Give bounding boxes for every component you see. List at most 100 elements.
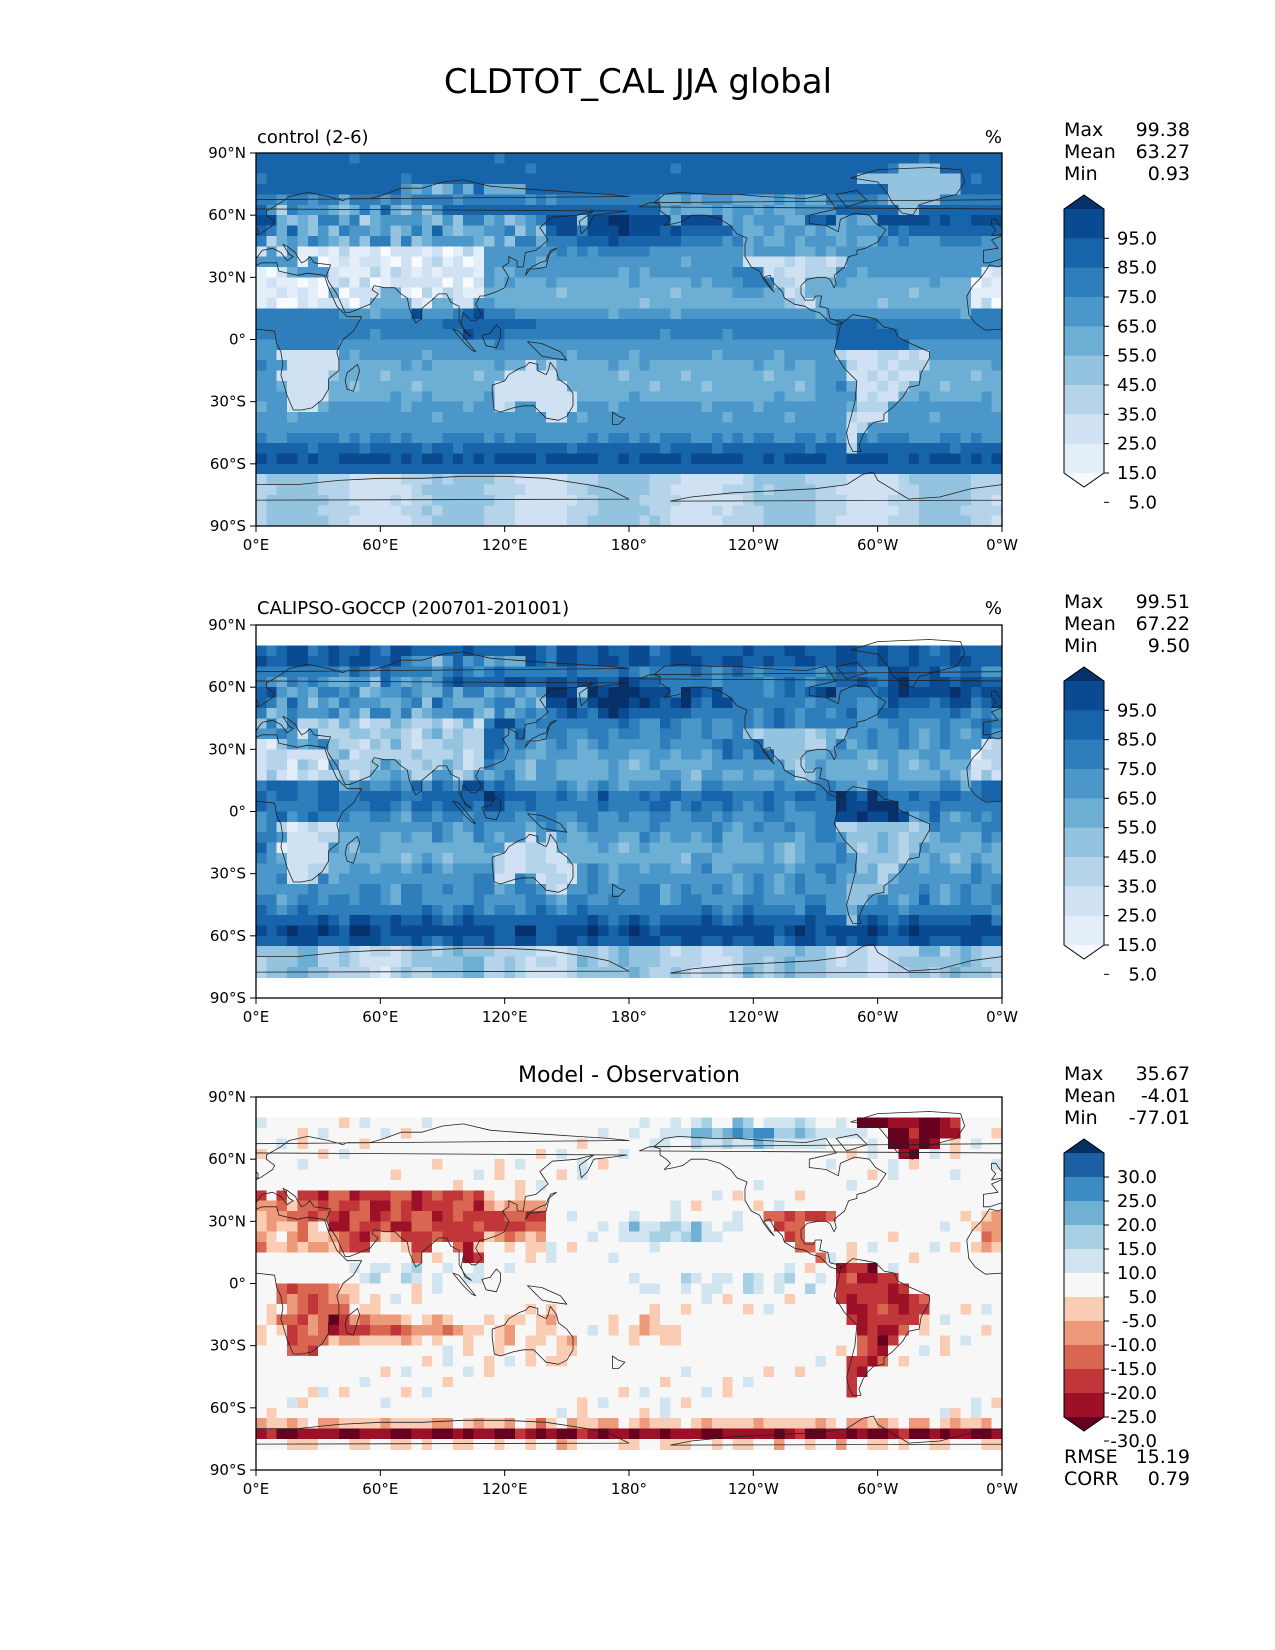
lon-tick-label: 0°E [243,1480,270,1498]
colorbar-segment [1064,1369,1104,1394]
panel-observation: CALIPSO-GOCCP (200701-201001) % 90°N 60°N… [208,591,1190,1026]
lon-tick-label: 60°E [362,536,398,554]
colorbar-segment [1064,414,1104,445]
colorbar-tick-label: 55.0 [1117,346,1157,367]
lon-tick-label: 180° [611,1480,647,1498]
coastline-australia [491,833,574,893]
coastline-antarctica [256,475,630,526]
lon-tick-label: 60°E [362,1480,398,1498]
coastline-baffin [835,1133,868,1152]
coastline-namerica [653,664,887,798]
colorbar-tick-label: 35.0 [1117,404,1157,425]
coastline-britain [991,690,1002,709]
lon-tick-label: 120°W [728,1008,779,1026]
colorbar-tick-label: -25.0 [1110,1407,1157,1428]
colorbar-tick-label: -5.0 [1122,1311,1157,1332]
stat-value-rmse: 15.19 [1136,1446,1190,1468]
map-field-observation [256,625,1002,998]
figure-title: CLDTOT_CAL JJA global [444,62,832,102]
coastline-nz [612,1355,626,1369]
colorbar-segment [1064,1393,1104,1418]
lat-tick-label: 90°S [210,1461,246,1479]
coastline-greenland [850,639,966,688]
colorbar-segment [1064,385,1104,415]
coastline-nz [612,883,626,897]
coastline-newguinea [527,1285,568,1305]
colorbar-segment [1064,209,1104,239]
coastline-eurasia [256,651,630,809]
lat-tick-label: 30°S [210,1337,246,1355]
colorbar-segment [1064,769,1104,799]
colorbar-segment [1064,1321,1104,1346]
coastline-eurasia [256,179,630,337]
stat-value-min: 9.50 [1148,635,1190,657]
colorbar-extend-bottom [1064,1417,1104,1431]
coastline-samerica [833,786,930,924]
colorbar-segment [1064,857,1104,887]
lat-tick-label: 60°S [210,455,246,473]
colorbar-tick-label: 55.0 [1117,818,1157,839]
colorbar-tick-label: 15.0 [1117,935,1157,956]
colorbar-segment [1064,1249,1104,1274]
lat-tick-label: 0° [229,803,246,821]
lon-tick-label: 120°E [482,536,528,554]
coastline-britain [256,227,259,235]
coastline-borneo [481,796,501,821]
colorbar-tick-label: 65.0 [1117,788,1157,809]
coastline-australia [491,361,574,421]
coastline-borneo [481,324,501,349]
lon-tick-label: 120°E [482,1008,528,1026]
colorbar-segment [1064,827,1104,858]
stat-label-rmse: RMSE [1064,1446,1118,1468]
lon-tick-label: 120°W [728,536,779,554]
stat-label-max: Max [1064,119,1103,141]
coastline-antarctica [256,1419,630,1470]
colorbar-extend-bottom [1064,945,1104,959]
coastline-samerica [833,314,930,452]
colorbar: 30.0 25.0 20.0 15.0 10.0 5.0 -5.0 -10.0 -15.0 -20… [1063,1138,1157,1452]
stat-value-corr: 0.79 [1148,1468,1190,1490]
coastline-baffin [835,661,868,680]
lat-tick-label: 30°S [210,865,246,883]
stat-value-max: 99.51 [1136,591,1190,613]
lat-tick-label: 90°S [210,989,246,1007]
coastline-madagascar [344,1308,360,1336]
colorbar-tick-label: 35.0 [1117,876,1157,897]
lon-tick-label: 60°E [362,1008,398,1026]
panel-center-title: Model - Observation [518,1063,740,1088]
panel-control: control (2-6) % 90°N 60°N 30°N 0° 30°S 60°S 90… [208,119,1190,554]
colorbar-tick-label: 15.0 [1117,1239,1157,1260]
colorbar-tick-label: 5.0 [1128,964,1157,985]
lat-tick-label: 0° [229,331,246,349]
stat-label-min: Min [1064,1107,1098,1129]
colorbar-extend-bottom [1064,473,1104,487]
colorbar-segment [1064,326,1104,357]
lat-tick-label: 30°N [208,740,246,758]
colorbar-tick-label: 30.0 [1117,1167,1157,1188]
coastline-africa [256,262,363,411]
stat-value-max: 35.67 [1136,1063,1190,1085]
stat-label-corr: CORR [1064,1468,1119,1490]
colorbar-tick-label: 10.0 [1117,1263,1157,1284]
colorbar-segment [1064,1345,1104,1370]
stat-label-mean: Mean [1064,141,1116,163]
coastline-sumatra [452,328,477,353]
lat-tick-label: 90°N [208,144,246,162]
coastlines [256,1111,1002,1470]
lon-tick-label: 120°E [482,1480,528,1498]
colorbar-tick-label: 95.0 [1117,228,1157,249]
lat-tick-label: 30°N [208,268,246,286]
colorbar-extend-top [1064,667,1104,681]
coastline-britain [991,1162,1002,1181]
stat-value-mean: -4.01 [1141,1085,1190,1107]
lon-tick-label: 120°W [728,1480,779,1498]
lat-tick-label: 60°N [208,678,246,696]
stat-label-min: Min [1064,163,1098,185]
colorbar-tick-label: -10.0 [1110,1335,1157,1356]
colorbar-tick-label: -30.0 [1110,1431,1157,1452]
colorbar-tick-label: 15.0 [1117,463,1157,484]
colorbar-tick-label: 95.0 [1117,700,1157,721]
stat-value-min: -77.01 [1129,1107,1190,1129]
stat-value-mean: 67.22 [1136,613,1190,635]
